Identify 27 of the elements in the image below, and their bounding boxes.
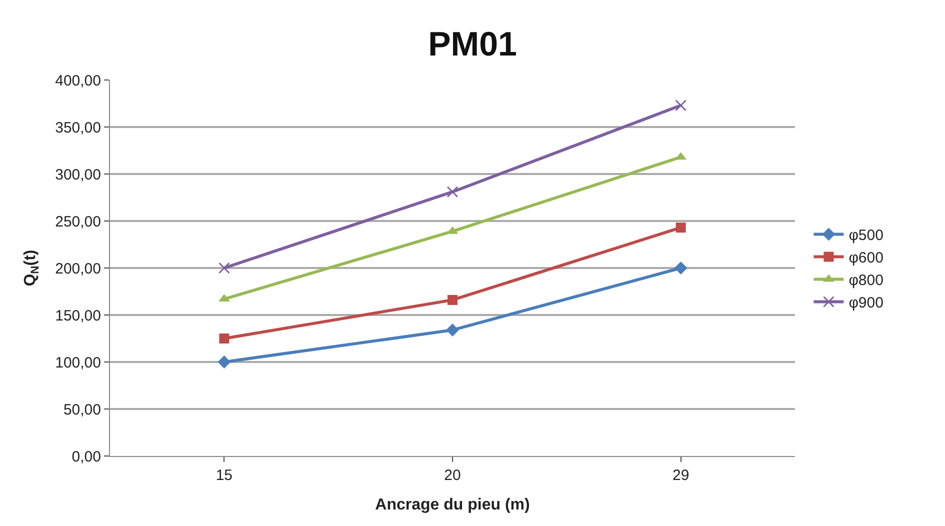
point <box>219 334 230 344</box>
y-tick-label: 50,00 <box>63 401 101 418</box>
legend-label: φ900 <box>848 294 884 312</box>
y-tick-label: 350,00 <box>55 119 101 136</box>
point <box>446 186 458 198</box>
y-tick-label: 300,00 <box>55 166 101 184</box>
y-tick-label: 400,00 <box>55 72 101 90</box>
point <box>218 356 231 368</box>
chart-title: PM01 <box>428 25 517 64</box>
y-tick-label: 150,00 <box>55 307 101 324</box>
legend-label: φ800 <box>848 272 884 290</box>
legend-label: φ500 <box>848 227 884 244</box>
legend-label: φ600 <box>848 250 884 267</box>
x-tick-label: 15 <box>216 467 233 484</box>
x-axis-title: Ancrage du pieu (m) <box>375 496 530 514</box>
x-tick-label: 20 <box>444 467 461 484</box>
point <box>218 262 230 274</box>
point <box>675 100 687 112</box>
y-tick-label: 0,00 <box>72 448 101 466</box>
point <box>674 262 688 274</box>
x-tick-label: 29 <box>672 467 690 484</box>
y-tick-label: 200,00 <box>55 260 101 278</box>
y-tick-label: 250,00 <box>55 213 101 230</box>
point <box>448 294 458 305</box>
point <box>446 324 459 337</box>
y-tick-label: 100,00 <box>55 354 101 372</box>
point <box>676 222 686 233</box>
